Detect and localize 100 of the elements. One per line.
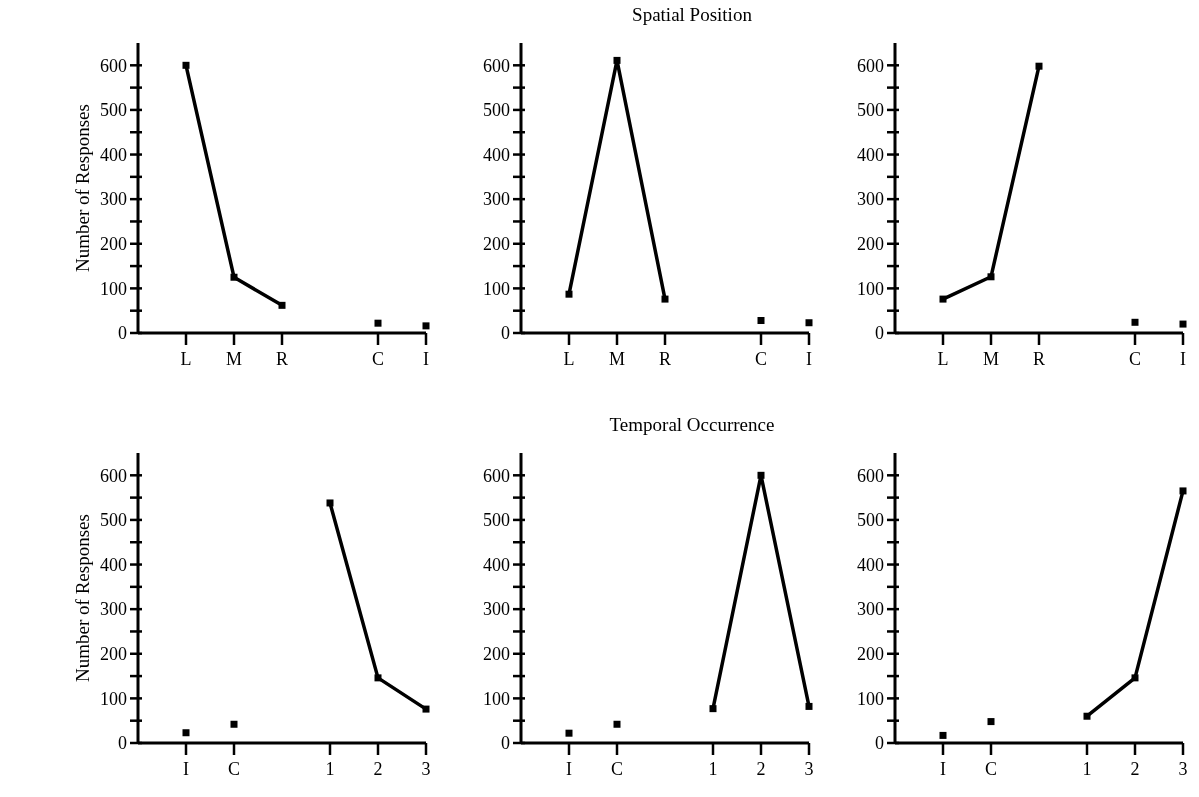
x-tick-label: 1 xyxy=(708,759,718,779)
point xyxy=(565,729,573,737)
x-tick-label: I xyxy=(423,349,429,369)
x-tick-label: 2 xyxy=(756,759,766,779)
point xyxy=(230,273,238,281)
point xyxy=(757,317,765,325)
y-tick-label: 0 xyxy=(118,733,127,754)
y-tick-label: 0 xyxy=(875,733,884,754)
y-tick-label: 0 xyxy=(118,323,127,344)
y-tick-label: 300 xyxy=(100,189,127,210)
x-tick-label: 3 xyxy=(804,759,814,779)
x-tick-label: I xyxy=(183,759,189,779)
y-tick-label: 400 xyxy=(100,144,127,165)
y-tick-label: 0 xyxy=(501,323,510,344)
y-axis-title: Number of Responses xyxy=(71,104,93,272)
y-tick-label: 600 xyxy=(857,55,884,76)
x-tick-label: 2 xyxy=(373,759,383,779)
y-tick-label: 200 xyxy=(483,234,510,255)
x-tick-label: L xyxy=(180,349,192,369)
point xyxy=(278,301,286,309)
y-axis-title: Number of Responses xyxy=(71,514,93,682)
y-tick-label: 600 xyxy=(483,465,510,486)
x-tick-label: 1 xyxy=(1082,759,1092,779)
y-tick-label: 400 xyxy=(483,554,510,575)
x-tick-label: I xyxy=(1180,349,1186,369)
point xyxy=(757,471,765,479)
point xyxy=(987,718,995,726)
y-tick-label: 500 xyxy=(100,100,127,121)
x-tick-label: I xyxy=(566,759,572,779)
x-tick-label: I xyxy=(806,349,812,369)
y-tick-label: 400 xyxy=(857,144,884,165)
y-tick-label: 100 xyxy=(857,688,884,709)
point xyxy=(1179,487,1187,495)
point xyxy=(1035,62,1043,70)
point xyxy=(1179,320,1187,328)
y-tick-label: 600 xyxy=(483,55,510,76)
point xyxy=(613,720,621,728)
x-tick-label: 1 xyxy=(325,759,335,779)
y-tick-label: 300 xyxy=(483,189,510,210)
x-tick-label: M xyxy=(225,349,243,369)
point xyxy=(1083,712,1091,720)
point xyxy=(987,273,995,281)
y-tick-label: 200 xyxy=(100,234,127,255)
x-tick-label: M xyxy=(608,349,626,369)
point xyxy=(230,720,238,728)
y-tick-label: 100 xyxy=(483,688,510,709)
point xyxy=(374,674,382,682)
point xyxy=(422,705,430,713)
point xyxy=(1131,318,1139,326)
point xyxy=(374,319,382,327)
y-tick-label: 500 xyxy=(857,510,884,531)
x-tick-label: C xyxy=(1128,349,1142,369)
y-tick-label: 600 xyxy=(100,465,127,486)
y-tick-label: 600 xyxy=(857,465,884,486)
y-tick-label: 0 xyxy=(501,733,510,754)
x-tick-label: R xyxy=(275,349,289,369)
x-tick-label: C xyxy=(610,759,624,779)
x-tick-label: R xyxy=(658,349,672,369)
chart-title: Temporal Occurrence xyxy=(609,414,775,435)
point xyxy=(709,705,717,713)
point xyxy=(613,56,621,64)
x-tick-label: C xyxy=(754,349,768,369)
chart-title: Spatial Position xyxy=(632,4,752,25)
y-tick-label: 500 xyxy=(483,510,510,531)
x-tick-label: L xyxy=(937,349,949,369)
y-tick-label: 300 xyxy=(857,599,884,620)
x-tick-label: C xyxy=(371,349,385,369)
x-tick-label: 3 xyxy=(421,759,431,779)
x-tick-label: I xyxy=(940,759,946,779)
y-tick-label: 200 xyxy=(857,234,884,255)
y-tick-label: 200 xyxy=(483,644,510,665)
y-tick-label: 100 xyxy=(857,278,884,299)
y-tick-label: 400 xyxy=(483,144,510,165)
y-tick-label: 300 xyxy=(857,189,884,210)
y-tick-label: 300 xyxy=(483,599,510,620)
point xyxy=(939,295,947,303)
y-tick-label: 100 xyxy=(100,688,127,709)
x-tick-label: M xyxy=(982,349,1000,369)
point xyxy=(805,319,813,327)
y-tick-label: 600 xyxy=(100,55,127,76)
y-tick-label: 400 xyxy=(100,554,127,575)
point xyxy=(182,61,190,69)
x-tick-label: 3 xyxy=(1178,759,1188,779)
x-tick-label: 2 xyxy=(1130,759,1140,779)
y-tick-label: 400 xyxy=(857,554,884,575)
x-tick-label: C xyxy=(984,759,998,779)
y-tick-label: 200 xyxy=(100,644,127,665)
point xyxy=(939,731,947,739)
point xyxy=(326,499,334,507)
point xyxy=(661,295,669,303)
y-tick-label: 500 xyxy=(100,510,127,531)
point xyxy=(1131,674,1139,682)
x-tick-label: C xyxy=(227,759,241,779)
y-tick-label: 0 xyxy=(875,323,884,344)
x-tick-label: R xyxy=(1032,349,1046,369)
y-tick-label: 300 xyxy=(100,599,127,620)
point xyxy=(565,290,573,298)
y-tick-label: 100 xyxy=(483,278,510,299)
point xyxy=(182,729,190,737)
y-tick-label: 500 xyxy=(483,100,510,121)
